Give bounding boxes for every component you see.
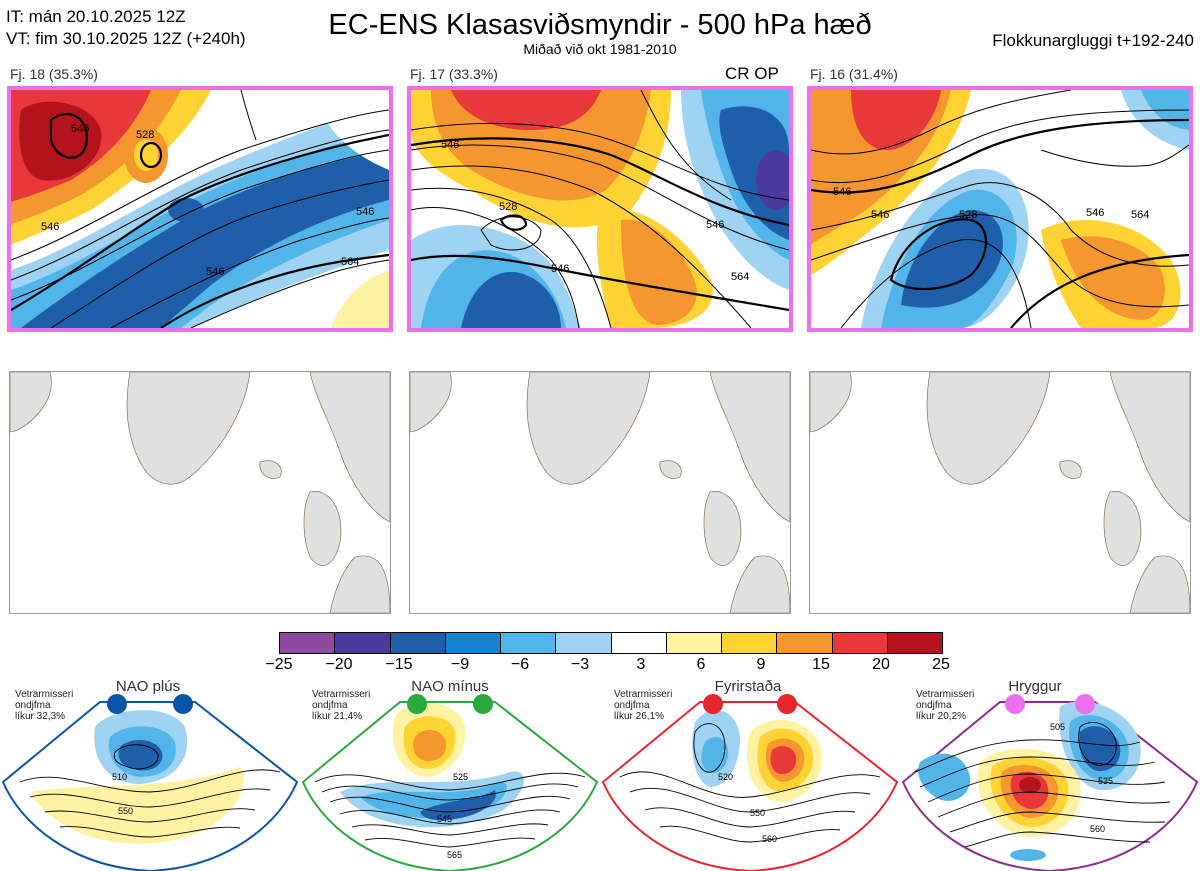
- regime-blocking[interactable]: Vetrarmisseri ondjfma líkur 26,1% Fyrirsta…: [600, 672, 900, 871]
- contour-label: 550: [750, 808, 765, 818]
- cluster-map-1[interactable]: 546 528 546 546 564 546: [7, 86, 393, 332]
- contour-label: 528: [136, 129, 154, 141]
- colorbar: [279, 632, 943, 654]
- contour-label: 546: [871, 209, 889, 221]
- colorbar-tick: 6: [696, 656, 706, 673]
- contour-label: 525: [453, 772, 468, 782]
- blank-map-1[interactable]: [9, 371, 391, 614]
- colorbar-swatch: [611, 633, 667, 653]
- contour-label: 545: [437, 814, 452, 824]
- contour-label: 546: [41, 221, 59, 233]
- colorbar-swatch: [887, 633, 942, 653]
- colorbar-swatch: [777, 633, 833, 653]
- colorbar-swatch: [832, 633, 888, 653]
- contour-label: 520: [718, 772, 733, 782]
- colorbar-swatch: [390, 633, 446, 653]
- colorbar-swatch: [666, 633, 722, 653]
- regime-title: Hryggur: [1008, 678, 1062, 695]
- contour-label: 546: [1086, 207, 1104, 219]
- cluster-map-1-plot: 546 528 546 546 564 546: [11, 90, 389, 328]
- init-time: IT: mán 20.10.2025 12Z: [6, 7, 186, 26]
- contour-label: 528: [959, 209, 977, 221]
- regime-info: Vetrarmisseri ondjfma líkur 21,4%: [312, 689, 371, 722]
- regime-title: NAO plús: [115, 678, 181, 695]
- blank-map-2[interactable]: [409, 371, 791, 614]
- colorbar-tick: 20: [872, 656, 890, 673]
- panel-label-2: Fj. 17 (33.3%): [410, 66, 498, 82]
- contour-label: 505: [1050, 722, 1065, 732]
- contour-label: 546: [71, 123, 89, 135]
- colorbar-tick: −3: [570, 656, 590, 673]
- cluster-map-3[interactable]: 546 528 546 564 546: [807, 86, 1193, 332]
- header-center: EC-ENS Klasasviðsmyndir - 500 hPa hæð Mi…: [300, 8, 900, 56]
- page-subtitle: Miðað við okt 1981-2010: [523, 41, 677, 57]
- blank-map-3-land: [810, 372, 1190, 613]
- regime-nao-plus-map: 510 550: [1, 694, 299, 871]
- colorbar-swatch: [501, 633, 557, 653]
- colorbar-tick: −15: [385, 656, 413, 673]
- colorbar-swatch: [445, 633, 501, 653]
- contour-label: 560: [1090, 824, 1105, 834]
- regime-info: Vetrarmisseri ondjfma líkur 20,2%: [916, 689, 975, 722]
- contour-label: 546: [551, 263, 569, 275]
- colorbar-tick: −20: [325, 656, 353, 673]
- regime-nao-minus[interactable]: Vetrarmisseri ondjfma líkur 21,4% NAO mínu…: [300, 672, 600, 871]
- contour-label: 546: [441, 139, 459, 151]
- colorbar-tick: 15: [812, 656, 830, 673]
- colorbar-tick: 3: [636, 656, 646, 673]
- contour-label: 546: [356, 206, 374, 218]
- cluster-map-2-plot: 546 528 546 564 546: [411, 90, 789, 328]
- contour-label: 560: [762, 834, 777, 844]
- regime-nao-minus-map: 525 545 565: [301, 694, 599, 871]
- blank-map-3[interactable]: [809, 371, 1191, 614]
- colorbar-tick: −9: [450, 656, 470, 673]
- contour-label: 510: [112, 772, 127, 782]
- colorbar-tick: 9: [756, 656, 766, 673]
- cluster-map-2[interactable]: 546 528 546 564 546: [407, 86, 793, 332]
- colorbar-swatch: [556, 633, 612, 653]
- colorbar-swatch: [280, 633, 336, 653]
- regime-ridge-map: 505 535 560: [901, 694, 1199, 871]
- contour-label: 564: [341, 256, 359, 268]
- panel-badge-2: CR OP: [725, 64, 779, 83]
- window-label: Flokkunargluggi t+192-240: [992, 31, 1194, 50]
- colorbar-swatch: [722, 633, 778, 653]
- contour-label: 546: [833, 186, 851, 198]
- regime-title: NAO mínus: [411, 678, 489, 695]
- cluster-map-3-plot: 546 528 546 564 546: [811, 90, 1189, 328]
- contour-label: 564: [1131, 209, 1149, 221]
- page-title: EC-ENS Klasasviðsmyndir - 500 hPa hæð: [328, 9, 872, 41]
- panel-label-3: Fj. 16 (31.4%): [810, 66, 898, 82]
- regime-title: Fyrirstaða: [714, 678, 782, 695]
- colorbar-tick: −6: [510, 656, 530, 673]
- contour-label: 564: [731, 271, 749, 283]
- colorbar-swatch: [335, 633, 391, 653]
- contour-label: 528: [499, 201, 517, 213]
- header-info: IT: mán 20.10.2025 12Z VT: fim 30.10.202…: [6, 6, 246, 50]
- regime-blocking-map: 520 550 560: [601, 694, 899, 871]
- contour-label: 535: [1098, 776, 1113, 786]
- valid-time: VT: fim 30.10.2025 12Z (+240h): [6, 29, 246, 48]
- colorbar-tick: 25: [932, 656, 950, 673]
- contour-label: 565: [447, 850, 462, 860]
- regime-ridge[interactable]: Vetrarmisseri ondjfma líkur 20,2% Hryggur …: [900, 672, 1200, 871]
- blank-map-1-land: [10, 372, 390, 613]
- colorbar-tick: −25: [265, 656, 293, 673]
- regime-info: Vetrarmisseri ondjfma líkur 32,3%: [15, 689, 74, 722]
- contour-label: 546: [206, 266, 224, 278]
- contour-label: 550: [118, 806, 133, 816]
- panel-label-1: Fj. 18 (35.3%): [10, 66, 98, 82]
- contour-label: 546: [706, 219, 724, 231]
- regime-info: Vetrarmisseri ondjfma líkur 26,1%: [614, 689, 673, 722]
- regime-nao-plus[interactable]: Vetrarmisseri ondjfma líkur 32,3% NAO plús…: [0, 672, 300, 871]
- blank-map-2-land: [410, 372, 790, 613]
